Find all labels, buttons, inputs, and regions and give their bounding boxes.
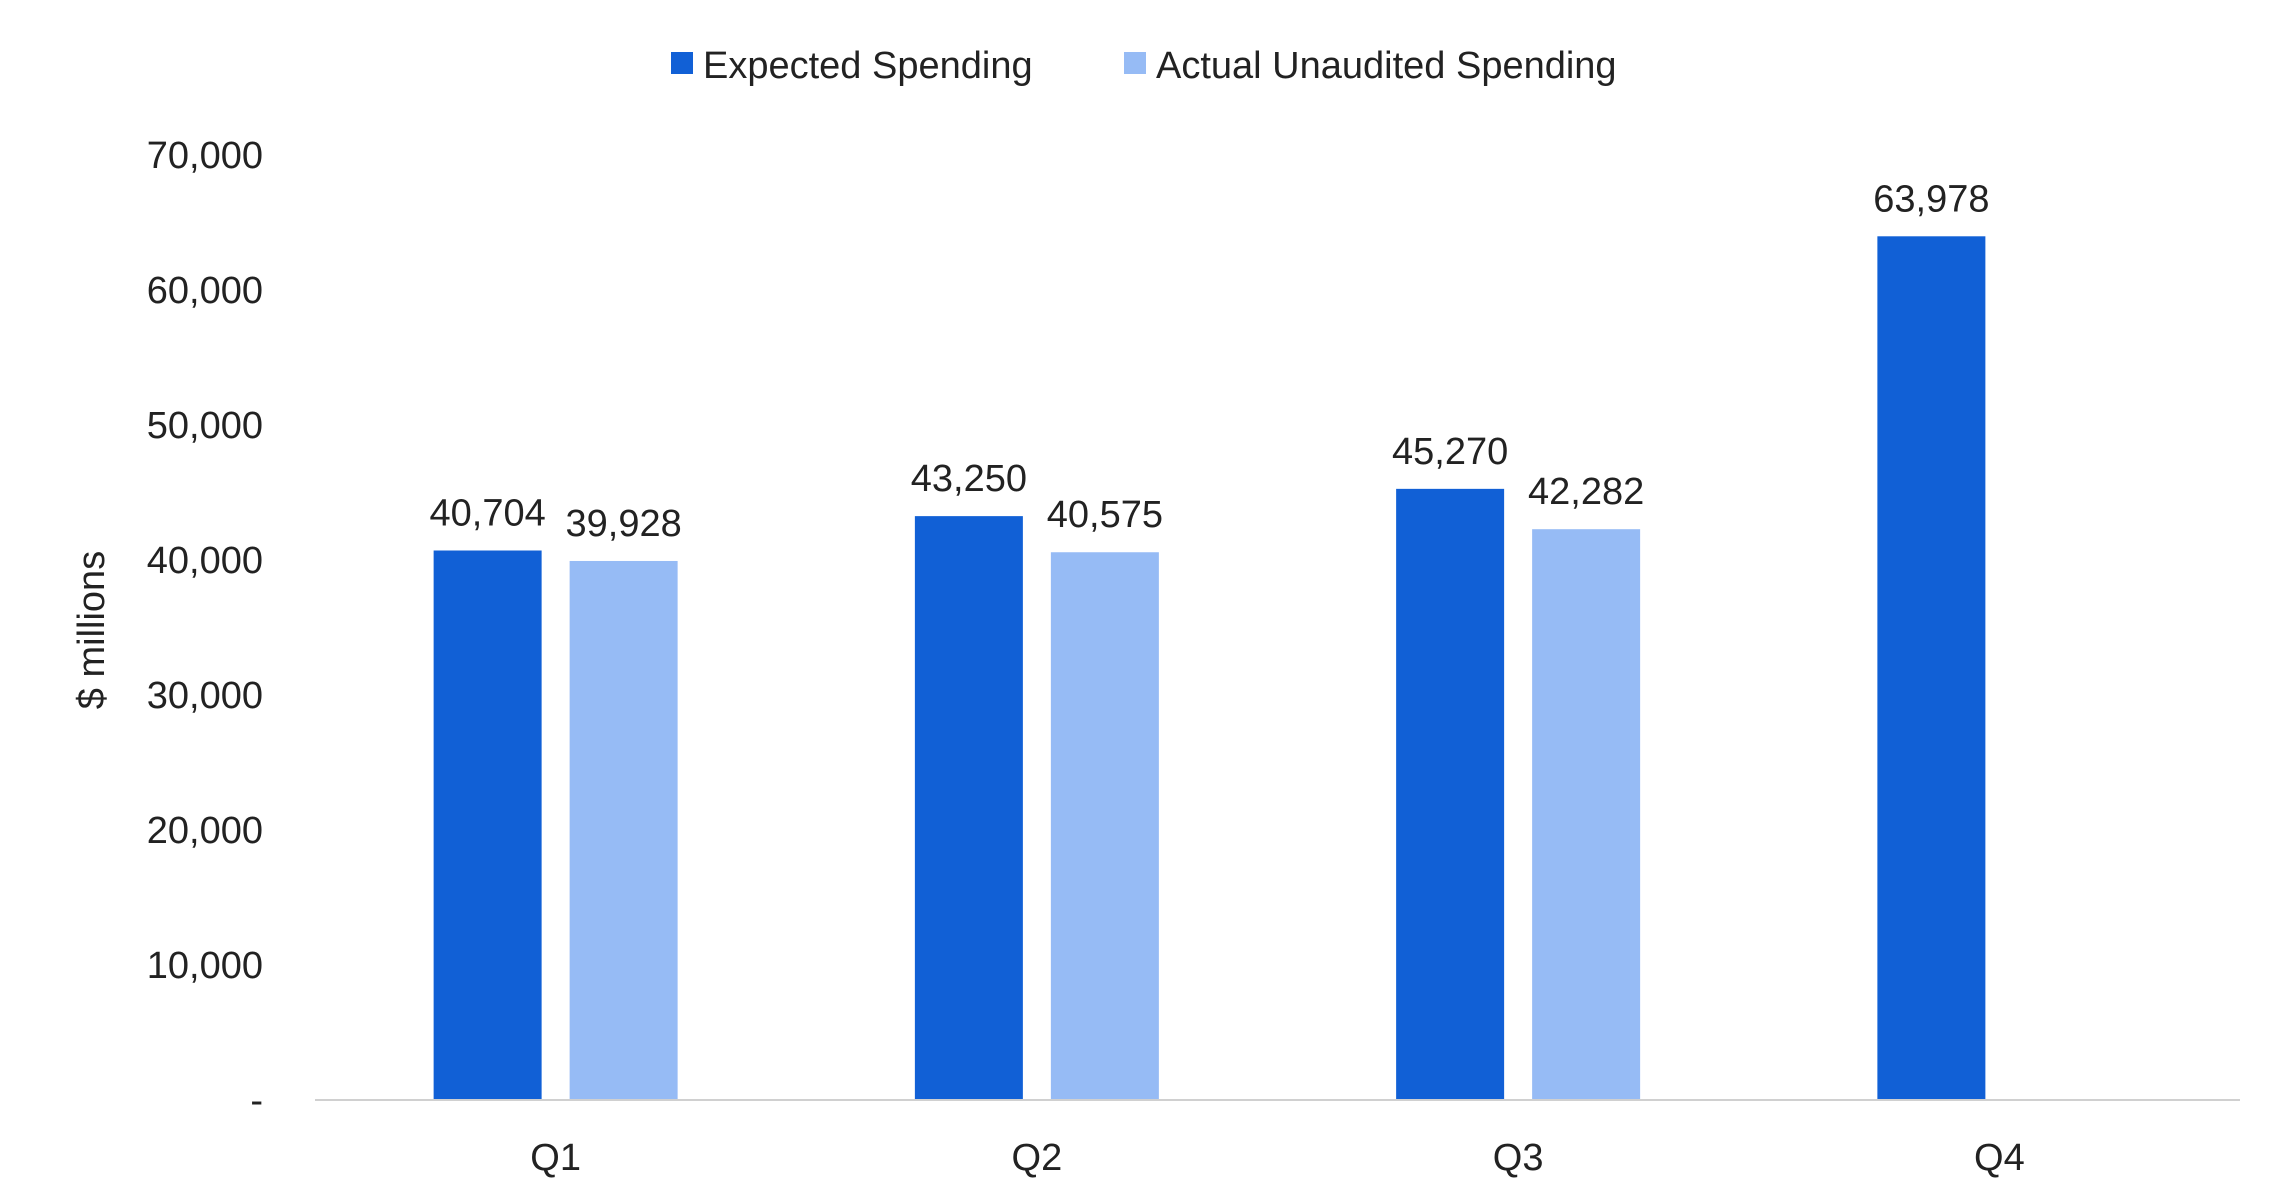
- y-tick-label: 10,000: [147, 945, 263, 987]
- y-tick-label: 40,000: [147, 540, 263, 582]
- legend: Expected Spending Actual Unaudited Spend…: [671, 45, 1617, 87]
- legend-label-actual: Actual Unaudited Spending: [1156, 45, 1617, 87]
- data-label: 39,928: [566, 503, 682, 545]
- y-tick-label: 30,000: [147, 675, 263, 717]
- y-tick-label: 70,000: [147, 135, 263, 177]
- data-label: 40,704: [430, 492, 546, 534]
- data-labels: 40,704 39,928 43,250 40,575 45,270 42,282 63,9…: [430, 178, 1990, 545]
- x-category-label: Q3: [1493, 1137, 1544, 1179]
- legend-swatch-actual: [1124, 52, 1146, 74]
- bar-expected: [1396, 488, 1505, 1101]
- x-category-label: Q1: [530, 1137, 581, 1179]
- data-label: 43,250: [911, 458, 1027, 500]
- x-axis-categories: Q1 Q2 Q3 Q4: [530, 1137, 2024, 1179]
- bar-actual: [1532, 529, 1641, 1100]
- y-tick-label: -: [250, 1080, 263, 1122]
- x-category-label: Q4: [1974, 1137, 2025, 1179]
- y-tick-label: 60,000: [147, 270, 263, 312]
- x-category-label: Q2: [1012, 1137, 1063, 1179]
- bars: [433, 236, 1986, 1101]
- legend-swatch-expected: [671, 52, 693, 74]
- data-label: 63,978: [1873, 178, 1989, 220]
- bar-actual: [569, 560, 678, 1100]
- bar-expected: [433, 550, 542, 1100]
- data-label: 42,282: [1528, 471, 1644, 513]
- bar-expected: [1877, 236, 1986, 1100]
- y-axis-ticks: - 10,000 20,000 30,000 40,000 50,000 60,000 70,…: [147, 135, 263, 1122]
- y-tick-label: 20,000: [147, 810, 263, 852]
- data-label: 45,270: [1392, 431, 1508, 473]
- data-label: 40,575: [1047, 494, 1163, 536]
- y-tick-label: 50,000: [147, 405, 263, 447]
- bar-expected: [914, 516, 1023, 1100]
- bar-actual: [1050, 552, 1159, 1100]
- legend-label-expected: Expected Spending: [703, 45, 1033, 87]
- y-axis-label: $ millions: [71, 551, 113, 709]
